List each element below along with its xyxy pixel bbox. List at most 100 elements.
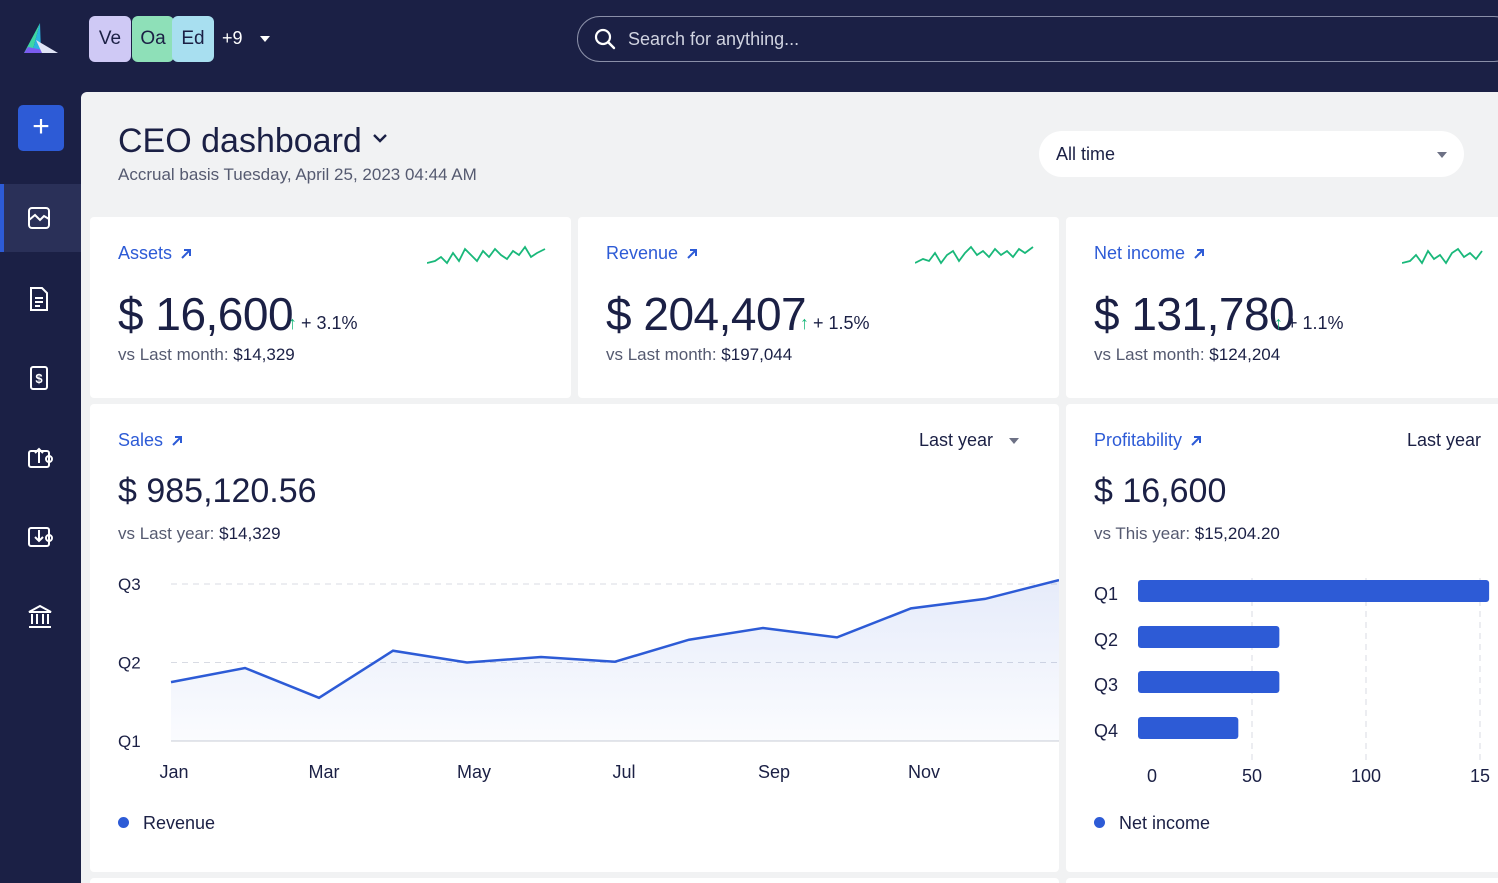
x-tick-label: 50: [1242, 766, 1262, 786]
x-tick-label: Nov: [908, 762, 940, 782]
date-range-select[interactable]: All time: [1039, 131, 1464, 177]
logo-icon: [24, 23, 58, 53]
x-tick-label: 100: [1351, 766, 1381, 786]
profitability-link[interactable]: Profitability: [1094, 430, 1202, 451]
search-bar[interactable]: [577, 16, 1498, 62]
bar: [1138, 580, 1490, 602]
sparkline: [427, 245, 546, 265]
kpi-change: ↑ + 3.1%: [288, 313, 358, 333]
sales-comparison: vs Last year: $14,329: [118, 524, 281, 543]
x-tick-label: Mar: [309, 762, 340, 782]
kpi-link-assets[interactable]: Assets: [118, 243, 192, 264]
y-tick-label: Q2: [1094, 630, 1118, 650]
y-tick-label: Q1: [118, 732, 141, 751]
y-tick-label: Q2: [118, 654, 141, 673]
revenue-line: [170, 578, 1059, 700]
more-users-count[interactable]: +9: [222, 28, 243, 48]
sales-card: Sales Last year $ 985,120.56 vs Last yea…: [90, 404, 1059, 872]
x-tick-label: Jan: [159, 762, 188, 782]
upload-icon: [28, 447, 53, 468]
arrow-up-icon: ↑: [800, 313, 809, 333]
profitability-card: Profitability Last year $ 16,600 vs This…: [1066, 404, 1498, 872]
bank-icon: [28, 604, 52, 628]
sparkline: [1402, 247, 1483, 265]
invoice-icon: $: [30, 366, 48, 390]
y-tick-label: Q3: [118, 575, 141, 594]
document-icon: [30, 287, 48, 311]
profitability-value: $ 16,600: [1094, 472, 1227, 510]
kpi-value: $ 131,780: [1094, 288, 1295, 340]
arrow-up-icon: ↑: [1274, 313, 1283, 333]
kpi-comparison: vs Last month: $124,204: [1094, 345, 1281, 364]
card-partial: [1066, 878, 1498, 883]
sidebar-item-dashboard[interactable]: [0, 184, 81, 252]
search-input[interactable]: [628, 25, 1228, 53]
chevron-down-icon[interactable]: [1009, 438, 1019, 444]
top-bar: Ve Oa Ed +9: [0, 0, 1498, 92]
kpi-change: ↑ + 1.1%: [1274, 313, 1344, 333]
profitability-legend: Net income: [1094, 813, 1210, 834]
chevron-down-icon[interactable]: [372, 132, 388, 144]
bar: [1138, 626, 1280, 648]
external-link-icon: [181, 249, 192, 259]
y-tick-label: Q4: [1094, 721, 1118, 741]
sidebar-item-bank[interactable]: [0, 582, 81, 650]
download-icon: [28, 527, 53, 547]
external-link-icon: [172, 436, 183, 446]
profitability-bar-chart: 0 50 100 15 Q1 Q2 Q3 Q4: [1094, 578, 1490, 786]
kpi-value: $ 204,407: [606, 288, 807, 340]
sales-value: $ 985,120.56: [118, 472, 317, 510]
y-tick-label: Q3: [1094, 675, 1118, 695]
x-tick-label: 0: [1147, 766, 1157, 786]
dashboard-icon: [28, 207, 50, 229]
search-icon: [594, 28, 616, 50]
avatar[interactable]: Oa: [132, 16, 174, 62]
kpi-value: $ 16,600: [118, 288, 294, 340]
y-tick-label: Q1: [1094, 584, 1118, 604]
x-tick-label: Sep: [758, 762, 790, 782]
kpi-change: ↑ + 1.5%: [800, 313, 870, 333]
sidebar-item-invoices[interactable]: $: [0, 343, 81, 411]
kpi-card-revenue: Revenue $ 204,407 ↑ + 1.5% vs Last month:…: [578, 217, 1059, 398]
kpi-card-assets: Assets $ 16,600 ↑ + 3.1% vs Last month: $…: [90, 217, 571, 398]
legend-dot-icon: [1094, 817, 1105, 828]
chevron-down-icon: [1437, 152, 1447, 158]
arrow-up-icon: ↑: [288, 313, 297, 333]
external-link-icon: [1194, 249, 1205, 259]
users-dropdown-caret-icon[interactable]: [260, 36, 270, 42]
svg-text:$: $: [35, 371, 43, 386]
sparkline: [915, 245, 1034, 265]
sidebar-item-documents[interactable]: [0, 264, 81, 332]
sidebar-item-download[interactable]: [0, 502, 81, 570]
bar: [1138, 717, 1239, 739]
sales-link[interactable]: Sales: [118, 430, 183, 451]
x-tick-label: May: [457, 762, 491, 782]
legend-dot-icon: [118, 817, 129, 828]
avatar[interactable]: Ve: [89, 16, 131, 62]
sales-legend: Revenue: [118, 813, 215, 834]
kpi-comparison: vs Last month: $197,044: [606, 345, 793, 364]
external-link-icon: [1191, 436, 1202, 446]
kpi-link-net-income[interactable]: Net income: [1094, 243, 1205, 264]
profitability-comparison: vs This year: $15,204.20: [1094, 524, 1280, 543]
external-link-icon: [687, 249, 698, 259]
x-tick-label: 15: [1470, 766, 1490, 786]
revenue-area: [171, 580, 1059, 741]
profitability-period-select[interactable]: Last year: [1407, 430, 1482, 450]
page-subtitle: Accrual basis Tuesday, April 25, 2023 04…: [118, 165, 477, 184]
x-tick-label: Jul: [612, 762, 635, 782]
sidebar-item-upload[interactable]: [0, 423, 81, 491]
card-partial: [90, 878, 1059, 883]
sales-line-chart: Q1 Q2 Q3 Jan Mar May Jul Sep Nov: [118, 575, 1059, 782]
date-range-value: All time: [1056, 144, 1116, 164]
sidebar: + $: [0, 92, 81, 883]
kpi-card-net-income: Net income $ 131,780 ↑ + 1.1% vs Last mon…: [1066, 217, 1498, 398]
add-button[interactable]: +: [18, 105, 64, 151]
avatar[interactable]: Ed: [172, 16, 214, 62]
main-content: CEO dashboard Accrual basis Tuesday, Apr…: [81, 92, 1498, 883]
kpi-link-revenue[interactable]: Revenue: [606, 243, 698, 264]
page-title: CEO dashboard: [118, 122, 362, 160]
kpi-comparison: vs Last month: $14,329: [118, 345, 295, 364]
sales-period-select[interactable]: Last year: [919, 430, 994, 450]
bar: [1138, 671, 1280, 693]
